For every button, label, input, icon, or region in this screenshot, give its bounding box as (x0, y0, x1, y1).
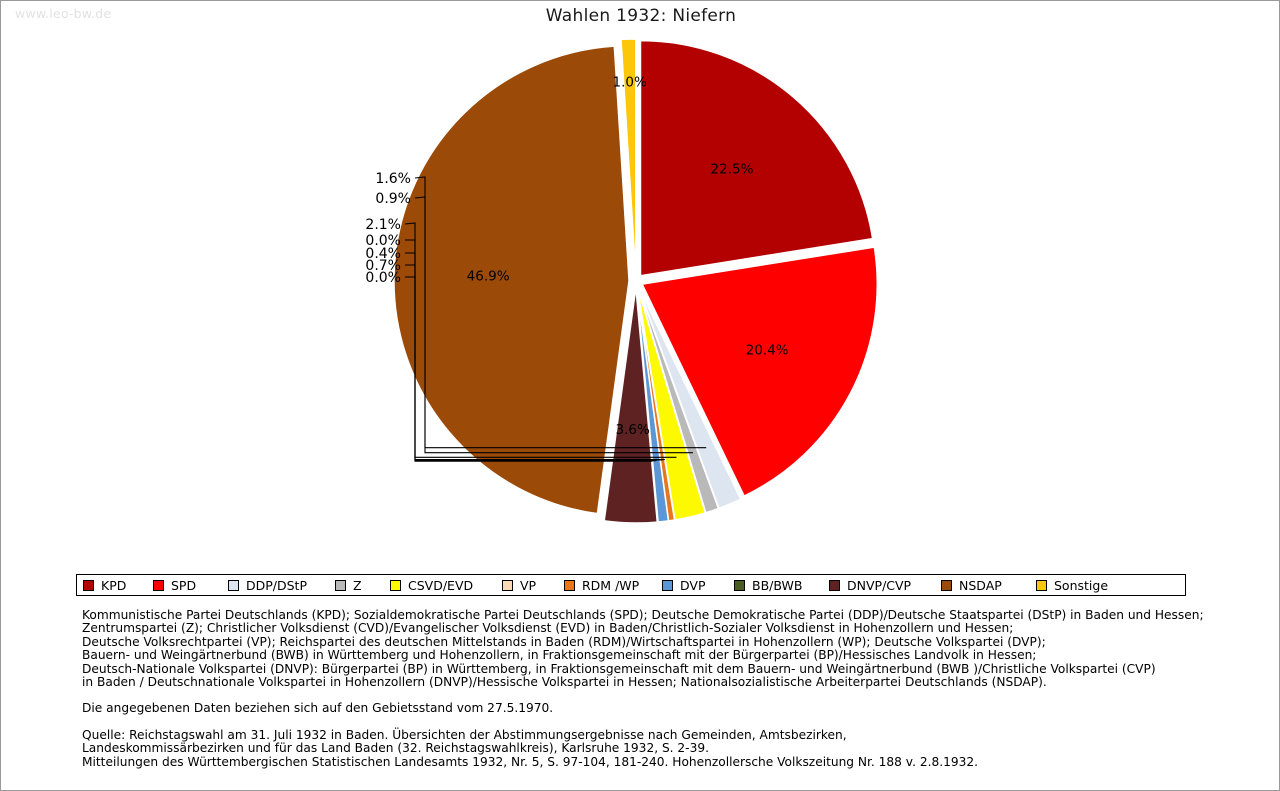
legend-label: Z (353, 577, 362, 593)
note-line: Mitteilungen des Württembergischen Stati… (82, 754, 978, 769)
note-line: Kommunistische Partei Deutschlands (KPD)… (82, 608, 1204, 622)
legend-item-kpd[interactable]: KPD (83, 578, 153, 593)
leader-line (405, 276, 653, 462)
note-line: Quelle: Reichstagswahl am 31. Juli 1932 … (82, 727, 847, 742)
legend-swatch-icon (228, 579, 239, 591)
note-line: Bauern- und Weingärtnerbund (BWB) in Wür… (82, 648, 1037, 663)
legend-label: DNVP/CVP (847, 577, 912, 593)
legend-swatch-icon (83, 579, 94, 591)
legend-label: SPD (171, 577, 197, 593)
legend-item-dvp[interactable]: DVP (662, 578, 734, 593)
legend-label: CSVD/EVD (408, 577, 474, 593)
legend-swatch-icon (564, 579, 575, 591)
territory-note: Die angegebenen Daten beziehen sich auf … (82, 701, 1262, 716)
pie-slice-sonstige[interactable] (620, 38, 637, 275)
slice-percent-label: 22.5% (711, 161, 754, 177)
legend-item-ddp-dstp[interactable]: DDP/DStP (228, 578, 335, 593)
legend-label: BB/BWB (752, 577, 803, 593)
slice-percent-label: 20.4% (746, 343, 789, 359)
pie-slice-nsdap[interactable] (393, 45, 630, 515)
legend-swatch-icon (335, 579, 346, 591)
legend-swatch-icon (502, 579, 513, 591)
legend-swatch-icon (734, 579, 745, 591)
pie-slice-spd[interactable] (641, 246, 878, 497)
slice-percent-label: 0.0% (365, 270, 401, 286)
slice-percent-label: 0.7% (365, 258, 401, 274)
slice-percent-label: 0.4% (365, 246, 401, 262)
pie-slice-kpd[interactable] (639, 39, 874, 277)
source-note: Quelle: Reichstagswahl am 31. Juli 1932 … (82, 727, 1262, 769)
pie-slice-labels: 22.5%20.4%1.6%0.9%2.1%0.0%0.4%0.7%0.0%3.… (365, 74, 788, 438)
legend-swatch-icon (941, 579, 952, 591)
party-abbreviations-note: Kommunistische Partei Deutschlands (KPD)… (82, 608, 1262, 690)
pie-chart: 22.5% 20.4% 1.6% 0.9% 2.1% 0.0% 0.4% 0.7% 0.0% 3.… (1, 29, 1279, 559)
note-line: Die angegebenen Daten beziehen sich auf … (82, 701, 554, 716)
legend-item-spd[interactable]: SPD (153, 578, 228, 593)
note-line: Zentrumspartei (Z); Christlicher Volksdi… (82, 621, 1014, 636)
legend-swatch-icon (153, 579, 164, 591)
slice-percent-label: 0.9% (375, 191, 411, 207)
note-line: Deutsche Volksrechtpartei (VP); Reichspa… (82, 634, 1046, 649)
slice-percent-label: 0.0% (365, 233, 401, 249)
legend-swatch-icon (829, 579, 840, 591)
legend-swatch-icon (390, 579, 401, 591)
legend-item-z[interactable]: Z (335, 578, 390, 593)
note-line: Landeskommissärbezirken und für das Land… (82, 741, 709, 756)
watermark: www.leo-bw.de (15, 6, 112, 21)
slice-percent-label: 1.0% (613, 74, 647, 90)
chart-legend: KPD SPD DDP/DStP Z CSVD/EVD VP RDM /WP DVP BB/BW… (76, 574, 1186, 596)
page-title: Wahlen 1932: Niefern (545, 6, 737, 26)
legend-label: RDM /WP (582, 577, 640, 593)
slice-percent-label: 3.6% (616, 422, 650, 438)
legend-item-dnvp-cvp[interactable]: DNVP/CVP (829, 578, 941, 593)
legend-item-sonstige[interactable]: Sonstige (1036, 578, 1116, 593)
legend-swatch-icon (662, 579, 673, 591)
legend-swatch-icon (1036, 579, 1047, 591)
slice-percent-label: 2.1% (365, 217, 401, 233)
pie-leader-lines (404, 176, 707, 462)
slice-percent-label: 46.9% (467, 269, 510, 285)
footnotes: Kommunistische Partei Deutschlands (KPD)… (82, 608, 1262, 782)
legend-item-csvd-evd[interactable]: CSVD/EVD (390, 578, 502, 593)
legend-item-vp[interactable]: VP (502, 578, 564, 593)
pie-chart-svg: 22.5%20.4%1.6%0.9%2.1%0.0%0.4%0.7%0.0%3.… (365, 38, 878, 524)
legend-label: NSDAP (959, 577, 1002, 593)
slice-percent-label: 1.6% (375, 171, 411, 187)
pie-slice-dnvp-cvp[interactable] (603, 287, 658, 524)
legend-item-bb-bwb[interactable]: BB/BWB (734, 578, 829, 593)
legend-item-nsdap[interactable]: NSDAP (941, 578, 1036, 593)
legend-label: KPD (101, 577, 127, 593)
pie-slice-dvp[interactable] (636, 287, 670, 523)
legend-label: Sonstige (1054, 577, 1109, 593)
note-line: in Baden / Deutschnationale Volkspartei … (82, 675, 1047, 690)
legend-label: DDP/DStP (246, 577, 307, 593)
pie-slices (393, 38, 878, 524)
note-line: Deutsch-Nationale Volkspartei (DNVP): Bü… (82, 661, 1156, 676)
leader-line (414, 196, 693, 454)
legend-label: VP (520, 577, 537, 593)
legend-label: DVP (680, 577, 706, 593)
legend-item-rdm-wp[interactable]: RDM /WP (564, 578, 662, 593)
